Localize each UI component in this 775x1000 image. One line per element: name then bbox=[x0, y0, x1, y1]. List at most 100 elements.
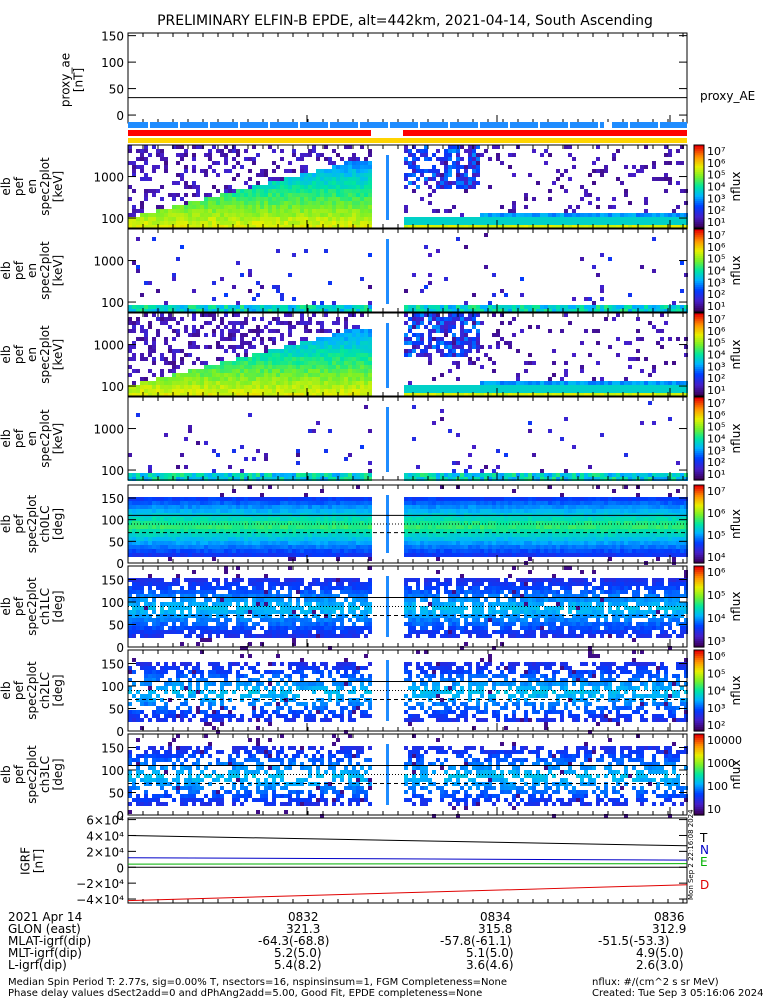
spectrogram-cell bbox=[636, 337, 640, 341]
spectrogram-cell bbox=[412, 305, 416, 309]
pa-cell bbox=[368, 549, 372, 553]
spectrogram-cell bbox=[332, 169, 336, 173]
pa-cell bbox=[432, 505, 436, 509]
spectrogram-cell bbox=[488, 473, 492, 477]
spectrogram-cell bbox=[308, 309, 312, 313]
spectrogram-cell bbox=[188, 429, 192, 433]
spectrogram-cell bbox=[280, 377, 284, 381]
pa-cell bbox=[412, 529, 416, 533]
spectrogram-cell bbox=[472, 217, 476, 221]
pa-cell bbox=[188, 549, 192, 553]
pa-cell bbox=[132, 533, 136, 537]
spectrogram-cell bbox=[684, 393, 688, 397]
spectrogram-cell bbox=[192, 225, 196, 229]
spectrogram-cell bbox=[344, 145, 348, 149]
spectrogram-cell bbox=[144, 477, 148, 481]
spectrogram-cell bbox=[336, 373, 340, 377]
spectrogram-cell bbox=[208, 213, 212, 217]
pa-cell bbox=[148, 497, 152, 501]
pa-cell bbox=[408, 501, 412, 505]
pa-cell bbox=[356, 521, 360, 525]
pa-cell bbox=[228, 537, 232, 541]
spectrogram-cell bbox=[476, 329, 480, 333]
spectrogram-cell bbox=[128, 329, 132, 333]
pa-cell bbox=[192, 545, 196, 549]
spectrogram-cell bbox=[188, 385, 192, 389]
spectrogram-cell bbox=[436, 317, 440, 321]
spectrogram-cell bbox=[236, 301, 240, 305]
spectrogram-cell bbox=[640, 169, 644, 173]
spectrogram-cell bbox=[352, 377, 356, 381]
pa-cell bbox=[408, 509, 412, 513]
spectrogram-cell bbox=[664, 321, 668, 325]
spectrogram-cell bbox=[192, 385, 196, 389]
spectrogram-cell bbox=[472, 145, 476, 149]
spectrogram-cell bbox=[304, 193, 308, 197]
spectrogram-cell bbox=[340, 333, 344, 337]
pa-cell bbox=[200, 505, 204, 509]
spectrogram-cell bbox=[368, 169, 372, 173]
pa-cell bbox=[240, 553, 244, 557]
spectrogram-cell bbox=[448, 169, 452, 173]
pa-cell bbox=[240, 521, 244, 525]
spectrogram-cell bbox=[596, 221, 600, 225]
pa-cell bbox=[344, 505, 348, 509]
pa-cell bbox=[260, 537, 264, 541]
spectrogram-cell bbox=[368, 161, 372, 165]
spectrogram-cell bbox=[184, 149, 188, 153]
spectrogram-cell bbox=[212, 197, 216, 201]
spectrogram-cell bbox=[280, 297, 284, 301]
spectrogram-cell bbox=[436, 329, 440, 333]
spectrogram-cell bbox=[128, 145, 132, 149]
spectrogram-cell bbox=[452, 361, 456, 365]
spectrogram-cell bbox=[612, 309, 616, 313]
spectrogram-cell bbox=[452, 477, 456, 481]
spectrogram-cell bbox=[492, 293, 496, 297]
spectrogram-cell bbox=[532, 453, 536, 457]
spectrogram-cell bbox=[248, 477, 252, 481]
pa-cell bbox=[348, 541, 352, 545]
spectrogram-cell bbox=[472, 293, 476, 297]
spectrogram-cell bbox=[144, 313, 148, 317]
spectrogram-cell bbox=[200, 305, 204, 309]
spectrogram-cell bbox=[184, 373, 188, 377]
spectrogram-cell bbox=[592, 225, 596, 229]
spectrogram-cell bbox=[224, 309, 228, 313]
spectrogram-cell bbox=[520, 217, 524, 221]
spectrogram-cell bbox=[568, 305, 572, 309]
pa-cell bbox=[296, 505, 300, 509]
pa-cell bbox=[148, 501, 152, 505]
pa-cell bbox=[352, 549, 356, 553]
spectrogram-cell bbox=[172, 213, 176, 217]
spectrogram-cell bbox=[360, 333, 364, 337]
spectrogram-cell bbox=[276, 213, 280, 217]
spectrogram-cell bbox=[460, 341, 464, 345]
pa-cell bbox=[268, 485, 272, 489]
pa-cell bbox=[304, 553, 308, 557]
spectrogram-cell bbox=[364, 177, 368, 181]
spectrogram-cell bbox=[660, 345, 664, 349]
spectrogram-cell bbox=[248, 341, 252, 345]
spectrogram-cell bbox=[608, 217, 612, 221]
spectrogram-cell bbox=[312, 205, 316, 209]
spectrogram-cell bbox=[436, 325, 440, 329]
spectrogram-cell bbox=[632, 217, 636, 221]
spectrogram-cell bbox=[240, 273, 244, 277]
spectrogram-cell bbox=[664, 173, 668, 177]
spectrogram-cell bbox=[464, 185, 468, 189]
spectrogram-cell bbox=[672, 209, 676, 213]
spectrogram-cell bbox=[208, 477, 212, 481]
spectrogram-cell bbox=[528, 217, 532, 221]
pa-cell bbox=[356, 533, 360, 537]
pa-cell bbox=[212, 521, 216, 525]
spectrogram-cell bbox=[212, 389, 216, 393]
spectrogram-cell bbox=[508, 153, 512, 157]
spectrogram-cell bbox=[224, 201, 228, 205]
spectrogram-cell bbox=[304, 209, 308, 213]
spectrogram-cell bbox=[240, 389, 244, 393]
spectrogram-cell bbox=[464, 177, 468, 181]
spectrogram-cell bbox=[408, 353, 412, 357]
spectrogram-cell bbox=[316, 209, 320, 213]
pa-cell bbox=[320, 501, 324, 505]
spectrogram-cell bbox=[128, 349, 132, 353]
